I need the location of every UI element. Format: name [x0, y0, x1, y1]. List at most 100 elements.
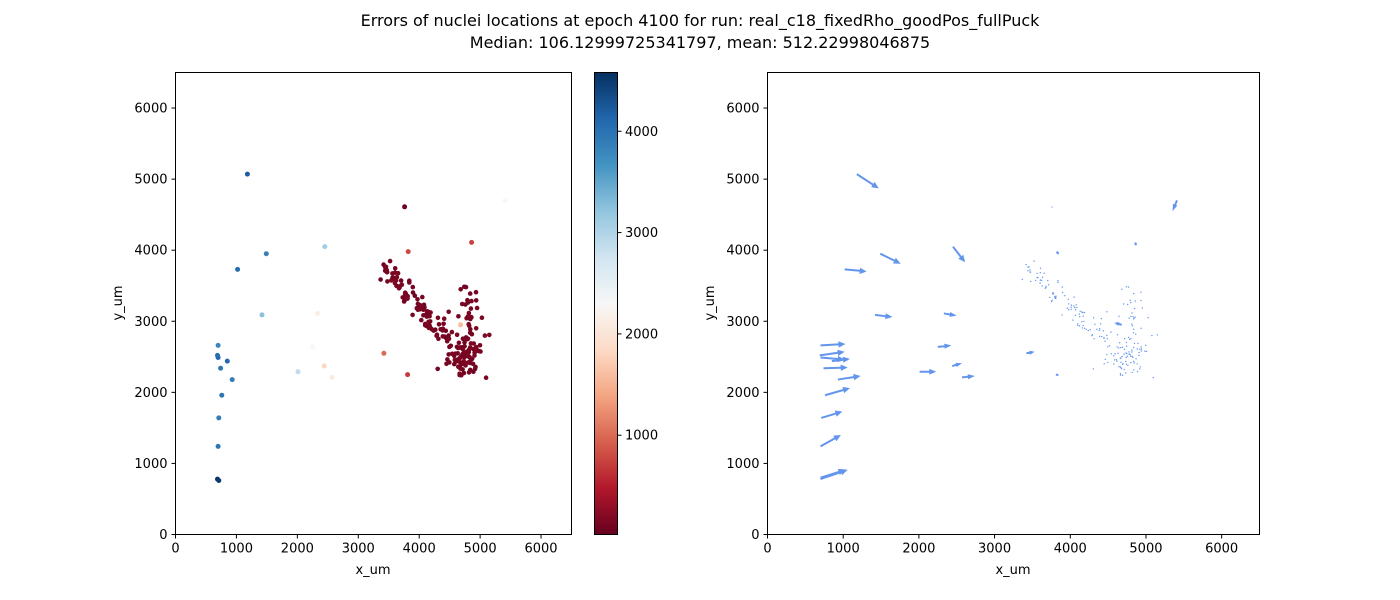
- cluster-dot: [1070, 308, 1072, 310]
- cluster-dot: [1104, 358, 1107, 361]
- cluster-point: [407, 280, 412, 285]
- cluster-dot: [1027, 270, 1029, 272]
- cluster-point: [415, 301, 421, 307]
- y-tick-label: 4000: [134, 244, 167, 259]
- cluster-point: [468, 327, 473, 332]
- cluster-dot: [1045, 286, 1047, 289]
- cluster-point: [448, 343, 454, 349]
- cluster-point: [410, 284, 416, 290]
- x-tick-label: 1000: [220, 542, 253, 557]
- cluster-point: [468, 341, 474, 346]
- cluster-dot: [1123, 303, 1125, 305]
- cluster-dot: [1131, 325, 1134, 327]
- cluster-point: [458, 287, 464, 292]
- error-scatter-panel: 0 1000 2000 3000 4000 5000 6000 0 1000 2000 3000 4…: [111, 72, 572, 578]
- cluster-dot: [1120, 366, 1122, 369]
- cluster-dot: [1129, 299, 1131, 301]
- cluster-dot: [1113, 355, 1115, 357]
- y-tick-label: 2000: [134, 386, 167, 401]
- cluster-dot: [1041, 285, 1043, 287]
- cluster-dot: [1068, 303, 1070, 305]
- outlier-point: [315, 311, 320, 316]
- cluster-dot: [1070, 304, 1073, 306]
- cluster-dot: [1118, 366, 1120, 368]
- cluster-dot: [1083, 320, 1085, 323]
- cluster-point: [385, 279, 390, 284]
- outlier-point: [405, 249, 411, 255]
- cluster-point: [462, 343, 467, 349]
- cluster-point: [482, 333, 488, 338]
- cluster-point: [474, 348, 479, 354]
- x-tick-label: 6000: [1205, 542, 1238, 557]
- cluster-point: [456, 364, 461, 370]
- cluster-dot: [1136, 371, 1139, 373]
- cluster-dot: [1033, 260, 1035, 262]
- cluster-dot: [1122, 363, 1124, 365]
- displacement-arrow: [824, 386, 850, 397]
- cluster-dot: [1118, 315, 1120, 317]
- cluster-dot: [1121, 288, 1123, 290]
- cluster-dot: [1104, 340, 1106, 342]
- cluster-point: [454, 332, 460, 338]
- cluster-dot: [1125, 341, 1128, 344]
- cluster-dot: [1118, 342, 1121, 344]
- left-x-ticks: 0 1000 2000 3000 4000 5000 6000: [171, 534, 558, 557]
- cluster-point: [434, 333, 439, 339]
- cluster-dot: [1152, 377, 1155, 379]
- cluster-dot: [1121, 346, 1124, 348]
- cluster-dot: [1127, 286, 1130, 288]
- cluster-dot: [1140, 299, 1142, 302]
- colorbar-tick-label: 3000: [625, 226, 658, 241]
- cluster-point: [469, 298, 474, 304]
- cluster-dot: [1106, 353, 1108, 356]
- outlier-point: [322, 244, 328, 250]
- cluster-dot: [1073, 296, 1075, 298]
- cluster-dot: [1092, 368, 1095, 370]
- figure-title-line-2: Median: 106.12999725341797, mean: 512.22…: [470, 33, 930, 52]
- cluster-dot: [1145, 350, 1148, 353]
- cluster-dot: [1139, 368, 1141, 370]
- cluster-point: [452, 351, 458, 357]
- cluster-dot: [1064, 295, 1066, 297]
- cluster-dot: [1052, 293, 1054, 295]
- displacement-arrow: [961, 374, 975, 380]
- cluster-dot: [1145, 344, 1147, 346]
- cluster-dot: [1082, 315, 1084, 317]
- cluster-dot: [1050, 300, 1053, 303]
- cluster-dot: [1048, 284, 1050, 286]
- y-tick-label: 4000: [726, 244, 759, 259]
- displacement-arrow: [844, 267, 867, 274]
- cluster-dot: [1043, 272, 1045, 274]
- displacement-arrow: [919, 368, 937, 375]
- x-tick-label: 1000: [827, 542, 860, 557]
- left-y-ticks: 0 1000 2000 3000 4000 5000 6000: [134, 102, 176, 543]
- cluster-dot: [1066, 307, 1069, 309]
- y-tick-label: 6000: [134, 102, 167, 117]
- cluster-dot: [1113, 363, 1115, 365]
- cluster-dot: [1133, 369, 1135, 371]
- outlier-point: [310, 344, 316, 350]
- outlier-point: [224, 358, 230, 364]
- right-axes-frame: [767, 72, 1260, 535]
- cluster-point: [441, 321, 446, 327]
- cluster-dot: [1082, 312, 1084, 314]
- outlier-point: [405, 372, 411, 378]
- cluster-point: [487, 332, 492, 338]
- cluster-point: [426, 319, 431, 325]
- cluster-dot: [1133, 362, 1135, 364]
- displacement-arrow: [1055, 251, 1059, 255]
- cluster-dot: [1128, 351, 1130, 353]
- cluster-point: [469, 356, 475, 362]
- cluster-dot: [1039, 279, 1042, 281]
- cluster-point: [459, 301, 465, 307]
- displacement-arrow: [1172, 200, 1178, 212]
- displacement-arrow: [856, 173, 879, 189]
- y-tick-label: 3000: [134, 315, 167, 330]
- cluster-dot: [1036, 277, 1038, 279]
- cluster-point: [452, 361, 457, 367]
- cluster-dot: [1131, 355, 1133, 358]
- cluster-dot: [1129, 338, 1131, 340]
- displacement-arrow: [874, 313, 893, 320]
- cluster-dot: [1061, 286, 1064, 288]
- cluster-point: [394, 274, 400, 280]
